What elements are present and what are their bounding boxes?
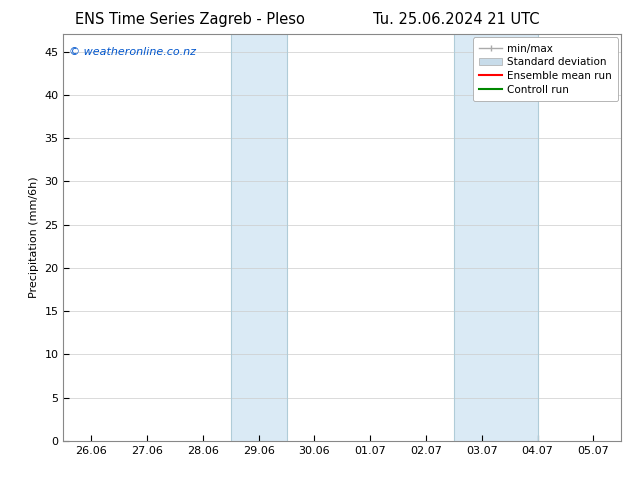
Y-axis label: Precipitation (mm/6h): Precipitation (mm/6h)	[29, 177, 39, 298]
Legend: min/max, Standard deviation, Ensemble mean run, Controll run: min/max, Standard deviation, Ensemble me…	[473, 37, 618, 101]
Text: ENS Time Series Zagreb - Pleso: ENS Time Series Zagreb - Pleso	[75, 12, 305, 27]
Text: Tu. 25.06.2024 21 UTC: Tu. 25.06.2024 21 UTC	[373, 12, 540, 27]
Text: © weatheronline.co.nz: © weatheronline.co.nz	[69, 47, 196, 56]
Bar	[454, 34, 538, 441]
Bar	[231, 34, 287, 441]
